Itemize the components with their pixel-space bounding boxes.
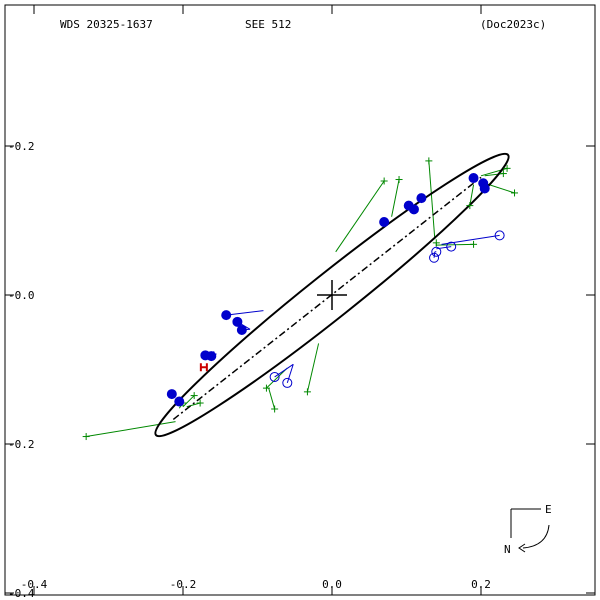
header-right-label: (Doc2023c) xyxy=(480,18,546,31)
compass: E N xyxy=(504,503,552,556)
x-tick-label: 0.2 xyxy=(471,578,491,591)
plus-residual xyxy=(306,343,320,392)
open-point xyxy=(446,241,457,252)
plus-residual xyxy=(186,402,201,408)
orbit-group xyxy=(154,152,510,438)
open-point xyxy=(431,246,442,257)
filled-point xyxy=(379,216,390,227)
plus-residual xyxy=(469,184,475,206)
plot-frame xyxy=(4,4,596,596)
filled-point xyxy=(166,389,177,400)
filled-residual xyxy=(226,310,264,316)
red-point xyxy=(199,363,208,372)
header-center-label: SEE 512 xyxy=(245,18,291,31)
plus-residual xyxy=(428,160,436,240)
y-tick-label: -0.4 xyxy=(8,587,35,600)
filled-point xyxy=(232,316,243,327)
axis-ticks: -0.4 -0.2 0.0 0.2 -0.4 -0.2 -0.0 -0.2 xyxy=(5,5,595,600)
data-marks xyxy=(82,157,519,441)
open-residual xyxy=(286,364,294,384)
filled-point xyxy=(416,193,427,204)
x-tick-label: -0.2 xyxy=(170,578,197,591)
filled-point xyxy=(408,204,419,215)
filled-point xyxy=(174,396,185,407)
orbit-ellipse xyxy=(154,152,510,438)
header-left-label: WDS 20325-1637 xyxy=(60,18,153,31)
filled-point xyxy=(479,183,490,194)
plus-residual xyxy=(266,367,288,389)
plus-residual xyxy=(182,395,195,408)
open-residual xyxy=(274,363,294,378)
compass-arrow-head xyxy=(518,543,526,553)
line-of-nodes xyxy=(172,176,482,421)
compass-rotation-arc xyxy=(522,524,550,549)
plus-residual xyxy=(268,387,276,410)
y-tick-label: -0.2 xyxy=(8,140,35,153)
filled-point xyxy=(206,351,217,362)
compass-north-label: N xyxy=(504,543,511,556)
compass-east-label: E xyxy=(545,503,552,516)
open-point xyxy=(429,252,440,263)
filled-point xyxy=(221,310,232,321)
open-residual xyxy=(441,234,500,245)
plus-residual xyxy=(391,179,400,217)
plus-residual xyxy=(86,421,176,438)
open-point xyxy=(269,371,280,382)
open-residual xyxy=(433,251,436,258)
x-tick-label: -0.4 xyxy=(21,578,48,591)
open-point xyxy=(494,230,505,241)
filled-point xyxy=(236,325,247,336)
filled-point xyxy=(468,173,479,184)
open-residual xyxy=(436,246,452,250)
plus-residual xyxy=(335,180,385,253)
y-tick-label: -0.2 xyxy=(8,438,35,451)
x-tick-label: 0.0 xyxy=(322,578,342,591)
y-tick-label: -0.0 xyxy=(8,289,35,302)
open-point xyxy=(282,377,293,388)
